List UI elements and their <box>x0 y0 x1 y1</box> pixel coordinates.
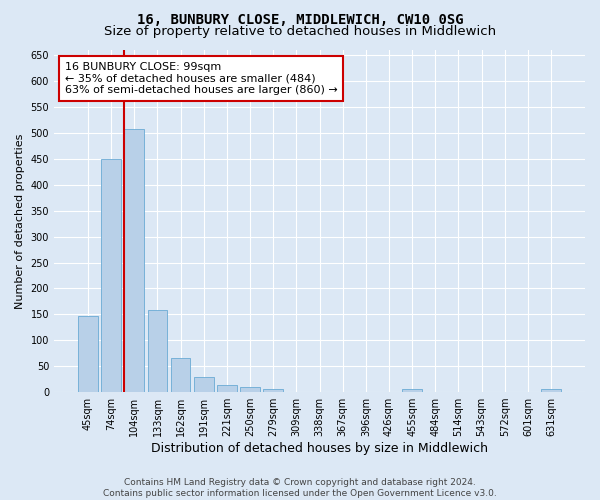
Bar <box>124 130 144 392</box>
Bar <box>263 390 283 392</box>
Text: 16, BUNBURY CLOSE, MIDDLEWICH, CW10 0SG: 16, BUNBURY CLOSE, MIDDLEWICH, CW10 0SG <box>137 12 463 26</box>
Bar <box>171 358 190 392</box>
Bar <box>78 316 98 392</box>
Text: 16 BUNBURY CLOSE: 99sqm
← 35% of detached houses are smaller (484)
63% of semi-d: 16 BUNBURY CLOSE: 99sqm ← 35% of detache… <box>65 62 337 95</box>
X-axis label: Distribution of detached houses by size in Middlewich: Distribution of detached houses by size … <box>151 442 488 455</box>
Text: Contains HM Land Registry data © Crown copyright and database right 2024.
Contai: Contains HM Land Registry data © Crown c… <box>103 478 497 498</box>
Bar <box>148 310 167 392</box>
Bar <box>101 159 121 392</box>
Text: Size of property relative to detached houses in Middlewich: Size of property relative to detached ho… <box>104 25 496 38</box>
Bar <box>217 386 237 392</box>
Bar <box>402 390 422 392</box>
Bar <box>194 376 214 392</box>
Bar <box>240 388 260 392</box>
Bar <box>541 390 561 392</box>
Y-axis label: Number of detached properties: Number of detached properties <box>15 134 25 308</box>
